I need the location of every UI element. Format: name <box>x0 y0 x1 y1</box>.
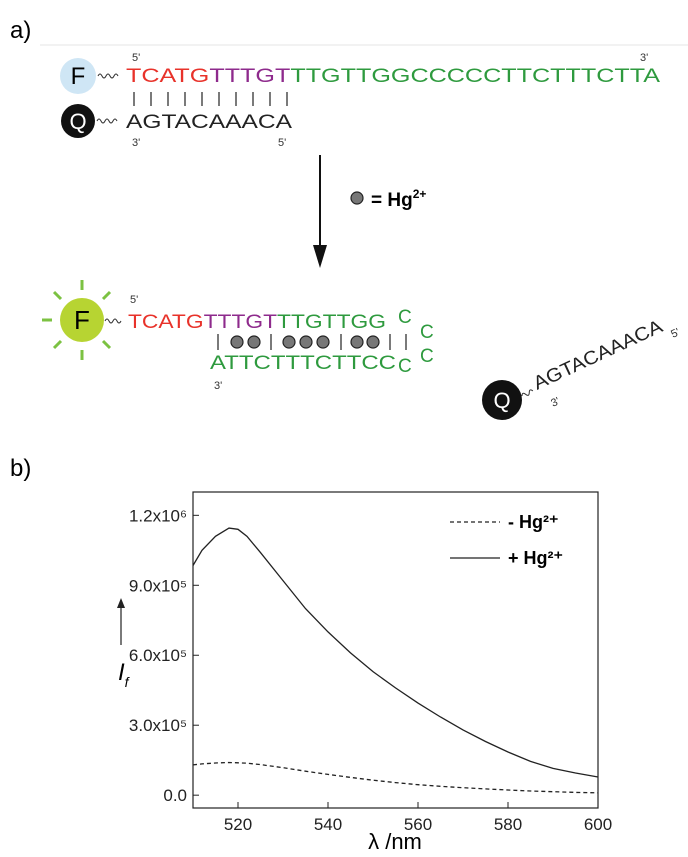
y-tick-label: 9.0x10⁵ <box>129 576 187 595</box>
segment: TCATG <box>126 66 209 87</box>
quencher-label: Q <box>493 388 510 413</box>
segment: TCATG <box>128 312 204 333</box>
y-label-sub: f <box>125 674 131 690</box>
linker <box>105 319 121 323</box>
x-tick-label: 560 <box>404 815 432 834</box>
plot-frame <box>193 492 598 808</box>
prime-label: 5' <box>669 326 682 340</box>
hg-icon <box>351 192 363 204</box>
fluor-label: F <box>71 63 86 90</box>
linker <box>98 74 118 78</box>
segment: TTGTTGGCCCCCTTCTTTCTTA <box>290 66 660 87</box>
arrow-head <box>313 245 327 268</box>
prime-label: 5' <box>132 52 140 64</box>
base-pairs <box>134 92 287 106</box>
y-tick-label: 3.0x10⁵ <box>129 716 187 735</box>
linker <box>97 119 117 123</box>
hg-sup: 2+ <box>413 187 427 201</box>
prime-label: 3' <box>640 52 648 64</box>
segment: TTTGT <box>209 66 291 87</box>
prime-label: 3' <box>549 395 562 409</box>
x-tick-label: 520 <box>224 815 252 834</box>
prime-label: 5' <box>130 294 138 306</box>
loop-base: C <box>420 322 434 343</box>
panel-label: a) <box>10 17 31 44</box>
legend-label: + Hg²⁺ <box>508 548 563 568</box>
y-arrow-head <box>117 598 125 608</box>
y-tick-label: 0.0 <box>163 786 187 805</box>
series-line <box>193 763 598 793</box>
mismatch-pairs <box>218 334 406 350</box>
figure: a) F 5' 3' TCATGTTTGTTTGTTGGCCCCCTTCTTTC… <box>0 0 688 857</box>
prime-label: 3' <box>214 380 222 392</box>
hg-text: = Hg <box>371 190 413 211</box>
x-tick-label: 600 <box>584 815 612 834</box>
prime-label: 3' <box>132 137 140 149</box>
linker <box>521 389 534 398</box>
segment: TTGTTGG <box>277 312 386 333</box>
segment: TTTGT <box>204 312 278 333</box>
quencher-label: Q <box>69 109 86 134</box>
quencher-strand: AGTACAAACA <box>126 112 292 133</box>
x-tick-label: 540 <box>314 815 342 834</box>
loop-base: C <box>398 307 412 328</box>
fluor-label: F <box>74 305 90 335</box>
legend-label: - Hg²⁺ <box>508 512 558 532</box>
released-strand: AGTACAAACA <box>530 316 666 394</box>
loop-base: C <box>420 346 434 367</box>
loop-base: C <box>398 356 412 377</box>
panel-label: b) <box>10 455 31 482</box>
x-tick-label: 580 <box>494 815 522 834</box>
lower-strand: ATTCTTTCTTCC <box>210 353 396 374</box>
prime-label: 5' <box>278 137 286 149</box>
hg-legend: = Hg2+ <box>371 187 426 211</box>
y-tick-label: 1.2x10⁶ <box>129 506 187 525</box>
y-tick-label: 6.0x10⁵ <box>129 646 187 665</box>
